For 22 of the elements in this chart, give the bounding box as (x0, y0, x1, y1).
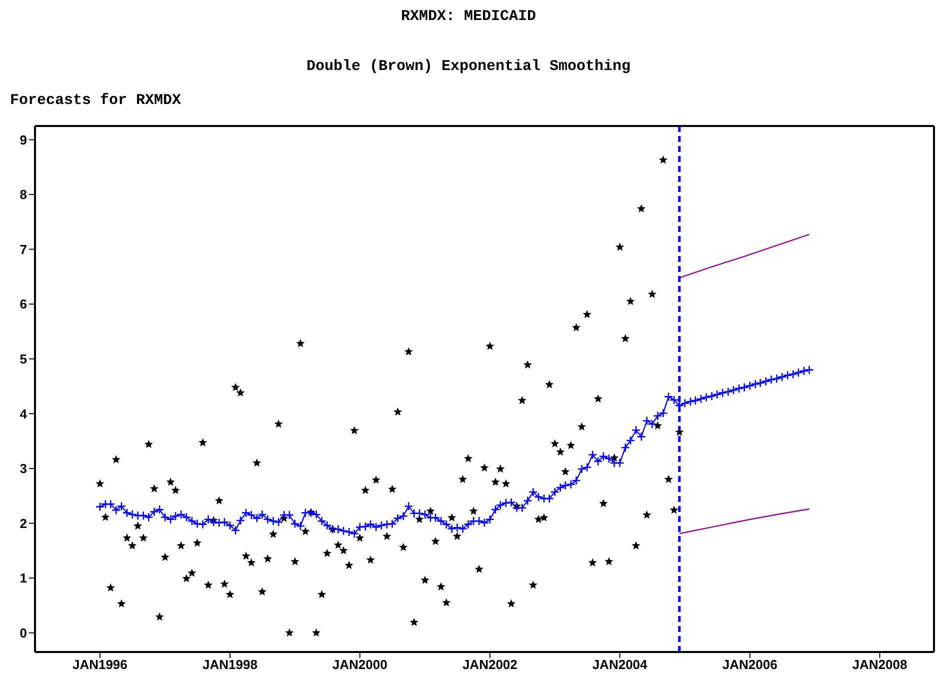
x-tick-label: JAN2006 (722, 657, 778, 672)
x-tick-label: JAN2002 (462, 657, 518, 672)
y-tick-label: 9 (20, 132, 27, 148)
y-tick-label: 5 (20, 351, 27, 366)
x-tick-label: JAN2008 (852, 657, 908, 672)
x-tick-label: JAN2000 (332, 657, 388, 672)
line-series (678, 234, 810, 278)
y-tick-label: 1 (20, 570, 27, 586)
y-tick-label: 4 (20, 406, 28, 422)
y-tick-label: 8 (20, 187, 27, 202)
chart-subtitle: Double (Brown) Exponential Smoothing (305, 58, 632, 75)
chart-title: RXMDX: MEDICAID (400, 8, 538, 25)
x-tick-label: JAN1996 (72, 657, 128, 672)
y-tick-label: 7 (20, 242, 27, 257)
x-tick-label: JAN1998 (202, 657, 258, 672)
y-tick-label: 2 (20, 516, 27, 531)
y-tick-label: 0 (20, 625, 27, 640)
y-tick-label: 3 (20, 461, 27, 476)
y-axis-title: Forecasts for RXMDX (10, 92, 182, 109)
y-tick-label: 6 (20, 296, 27, 312)
line-series (678, 508, 810, 534)
x-tick-label: JAN2004 (592, 657, 648, 672)
